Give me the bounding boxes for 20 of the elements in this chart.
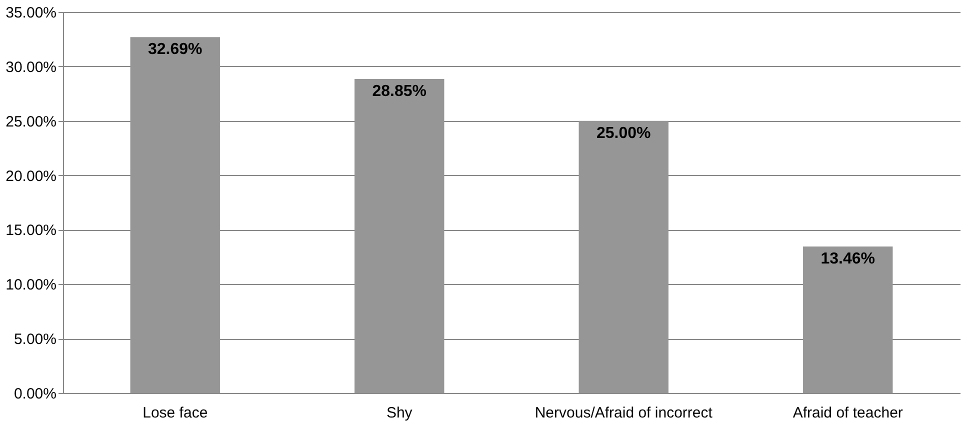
y-tick-label: 0.00% <box>14 386 56 402</box>
bar <box>803 246 893 393</box>
x-tick-label: Nervous/Afraid of incorrect <box>534 404 714 422</box>
x-tick-label: Lose face <box>142 404 208 422</box>
y-tick-label: 5.00% <box>14 331 56 348</box>
data-label: 13.46% <box>820 250 876 268</box>
bar <box>578 120 668 393</box>
y-tick-label: 10.00% <box>6 276 56 294</box>
bar <box>354 78 444 393</box>
data-label: 32.69% <box>148 41 202 58</box>
bar <box>130 37 220 393</box>
y-tick-label: 25.00% <box>6 113 56 130</box>
y-tick-label: 15.00% <box>6 222 56 240</box>
data-label: 25.00% <box>596 124 651 142</box>
x-tick-label: Afraid of teacher <box>792 404 903 422</box>
y-tick-label: 30.00% <box>6 58 56 76</box>
data-label: 28.85% <box>372 82 427 100</box>
x-tick-label: Shy <box>386 404 413 422</box>
y-tick-label: 35.00% <box>6 4 56 22</box>
y-tick-label: 20.00% <box>6 168 56 185</box>
